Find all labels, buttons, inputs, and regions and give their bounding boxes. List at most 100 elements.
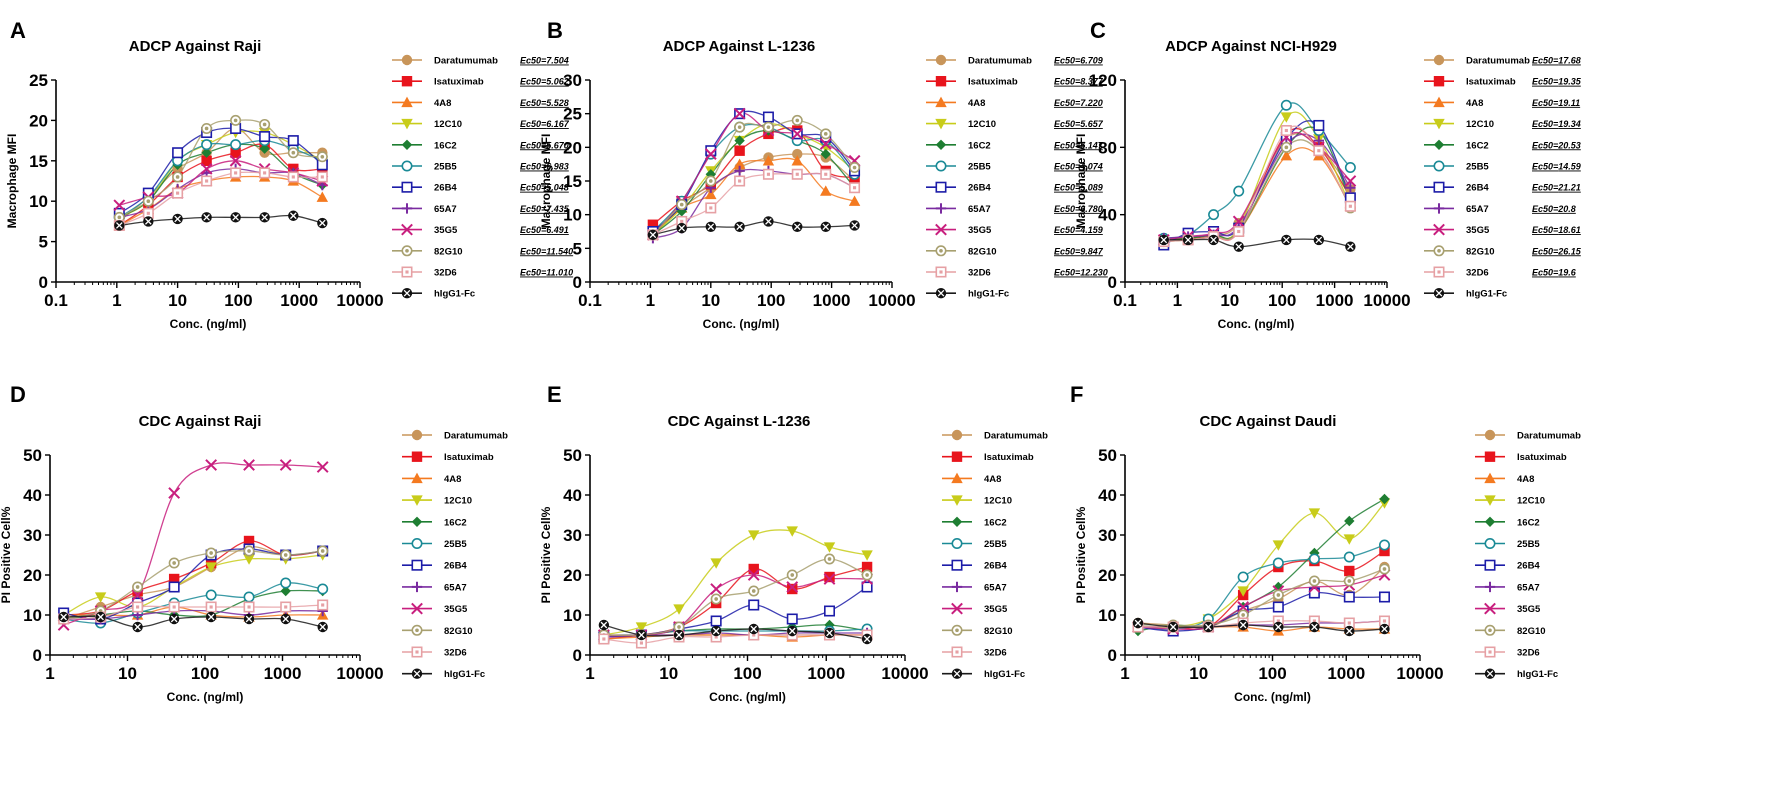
legend-label: Daratumumab (984, 431, 1048, 442)
data-point-higg1-fc (1158, 234, 1169, 246)
ec50-value: 4.159 (1079, 225, 1103, 235)
data-point-26b4 (861, 581, 873, 593)
ec50-value: 9.847 (1080, 246, 1104, 256)
legend: Daratumumab Ec50=17.68 Isatuximab Ec50=19.3… (1424, 54, 1582, 300)
data-point-35g5 (791, 127, 804, 140)
data-point-82g10 (1280, 141, 1292, 153)
legend-label: 16C2 (444, 517, 467, 528)
legend-marker (401, 223, 413, 236)
data-point-26b4 (1313, 119, 1325, 131)
data-point-35g5 (316, 461, 329, 473)
ec50-value: 7.435 (546, 204, 570, 214)
legend-label: 26B4 (1517, 561, 1540, 572)
legend-item-25b5: 25B5 (402, 537, 467, 550)
legend-label: 26B4 (984, 561, 1007, 572)
legend-marker (411, 495, 423, 506)
data-point-higg1-fc (705, 221, 716, 232)
legend-marker (935, 54, 947, 66)
x-tick-label: 10000 (1396, 664, 1443, 683)
data-point-35g5 (279, 459, 292, 471)
legend-item-daratumumab: Daratumumab Ec50=7.504 (392, 54, 569, 67)
legend-marker (401, 139, 413, 150)
data-point-higg1-fc (1182, 234, 1194, 246)
chart-title: ADCP Against Raji (129, 38, 262, 55)
y-tick-label: 80 (1098, 138, 1117, 157)
legend-marker (1433, 288, 1445, 299)
legend-label: 4A8 (1517, 474, 1534, 485)
legend-marker (935, 223, 947, 236)
legend-item-26b4: 26B4 (402, 559, 467, 572)
y-tick-label: 20 (23, 566, 42, 585)
data-point-higg1-fc (787, 625, 798, 637)
legend-label: 12C10 (444, 496, 472, 507)
x-tick-label: 1 (585, 664, 594, 683)
data-point-isatuximab (748, 563, 759, 575)
ec50-prefix: Ec50= (1532, 183, 1559, 193)
y-tick-label: 50 (563, 446, 582, 465)
legend-marker (411, 429, 423, 441)
plot-area (113, 114, 329, 231)
data-point-higg1-fc (317, 621, 328, 633)
ec50-value: 19.34 (1558, 119, 1581, 129)
legend-item-26b4: 26B4 Ec50=5.048 (392, 181, 569, 194)
legend-item-4a8: 4A8 (402, 472, 461, 485)
data-point-isatuximab (1344, 565, 1355, 577)
data-point-32d6 (172, 187, 184, 199)
ec50-value: 5.147 (1080, 140, 1104, 150)
x-tick-label: 10 (701, 291, 720, 310)
data-point-higg1-fc (95, 611, 106, 623)
legend-marker (951, 516, 963, 527)
legend: Daratumumab Isatuximab 4A8 12C10 16C2 25B5 26B… (942, 429, 1048, 680)
legend-item-isatuximab: Isatuximab (942, 451, 1034, 463)
data-point-4a8 (848, 195, 861, 206)
legend-ec50: Ec50=20.53 (1532, 140, 1581, 150)
data-point-82g10 (205, 547, 217, 559)
ec50-prefix: Ec50= (1532, 140, 1559, 150)
legend-ec50: Ec50=5.089 (1054, 183, 1103, 193)
y-tick-label: 0 (1108, 273, 1117, 292)
legend-marker (401, 203, 413, 214)
data-point-12c10 (1343, 534, 1356, 545)
data-point-32d6 (259, 167, 271, 179)
data-point-25b5 (317, 583, 329, 595)
ec50-value: 26.15 (1557, 246, 1582, 256)
ec50-value: 7.220 (1080, 98, 1103, 108)
legend-marker (1484, 581, 1496, 593)
legend-label: 4A8 (444, 474, 461, 485)
plot-area (646, 107, 861, 244)
data-point-82g10 (287, 147, 299, 159)
data-point-32d6 (791, 168, 803, 180)
data-point-35g5 (1344, 175, 1357, 187)
data-point-12c10 (861, 550, 873, 561)
legend-label: 35G5 (968, 225, 992, 236)
ec50-value: 5.048 (546, 183, 569, 193)
legend-ec50: Ec50=5.062 (520, 77, 569, 87)
data-point-82g10 (243, 545, 255, 557)
data-point-12c10 (635, 622, 648, 633)
data-point-4a8 (820, 185, 832, 196)
ec50-prefix: Ec50= (1054, 56, 1081, 66)
x-tick-label: 1 (1120, 664, 1129, 683)
data-point-82g10 (705, 175, 717, 187)
legend-item-isatuximab: Isatuximab Ec50=19.35 (1424, 76, 1582, 88)
legend-ec50: Ec50=19.11 (1532, 98, 1580, 108)
legend-label: 65A7 (968, 204, 991, 215)
y-tick-label: 20 (29, 111, 48, 130)
data-point-higg1-fc (58, 611, 69, 623)
legend-marker (951, 624, 963, 636)
legend-item-16c2: 16C2 Ec50=5.147 (926, 139, 1104, 151)
data-point-65a7 (1313, 135, 1325, 146)
data-point-higg1-fc (849, 220, 860, 231)
legend-item-daratumumab: Daratumumab Ec50=17.68 (1424, 54, 1581, 67)
data-point-82g10 (849, 162, 861, 174)
data-point-35g5 (200, 162, 213, 175)
legend-ec50: Ec50=4.159 (1054, 225, 1103, 235)
x-tick-label: 100 (733, 664, 761, 683)
data-point-32d6 (849, 182, 861, 194)
data-point-82g10 (1272, 589, 1284, 601)
ec50-prefix: Ec50= (520, 246, 547, 256)
data-point-32d6 (230, 167, 242, 179)
data-point-32d6 (168, 601, 180, 613)
legend-label: 65A7 (1466, 204, 1489, 215)
data-point-35g5 (113, 199, 126, 212)
